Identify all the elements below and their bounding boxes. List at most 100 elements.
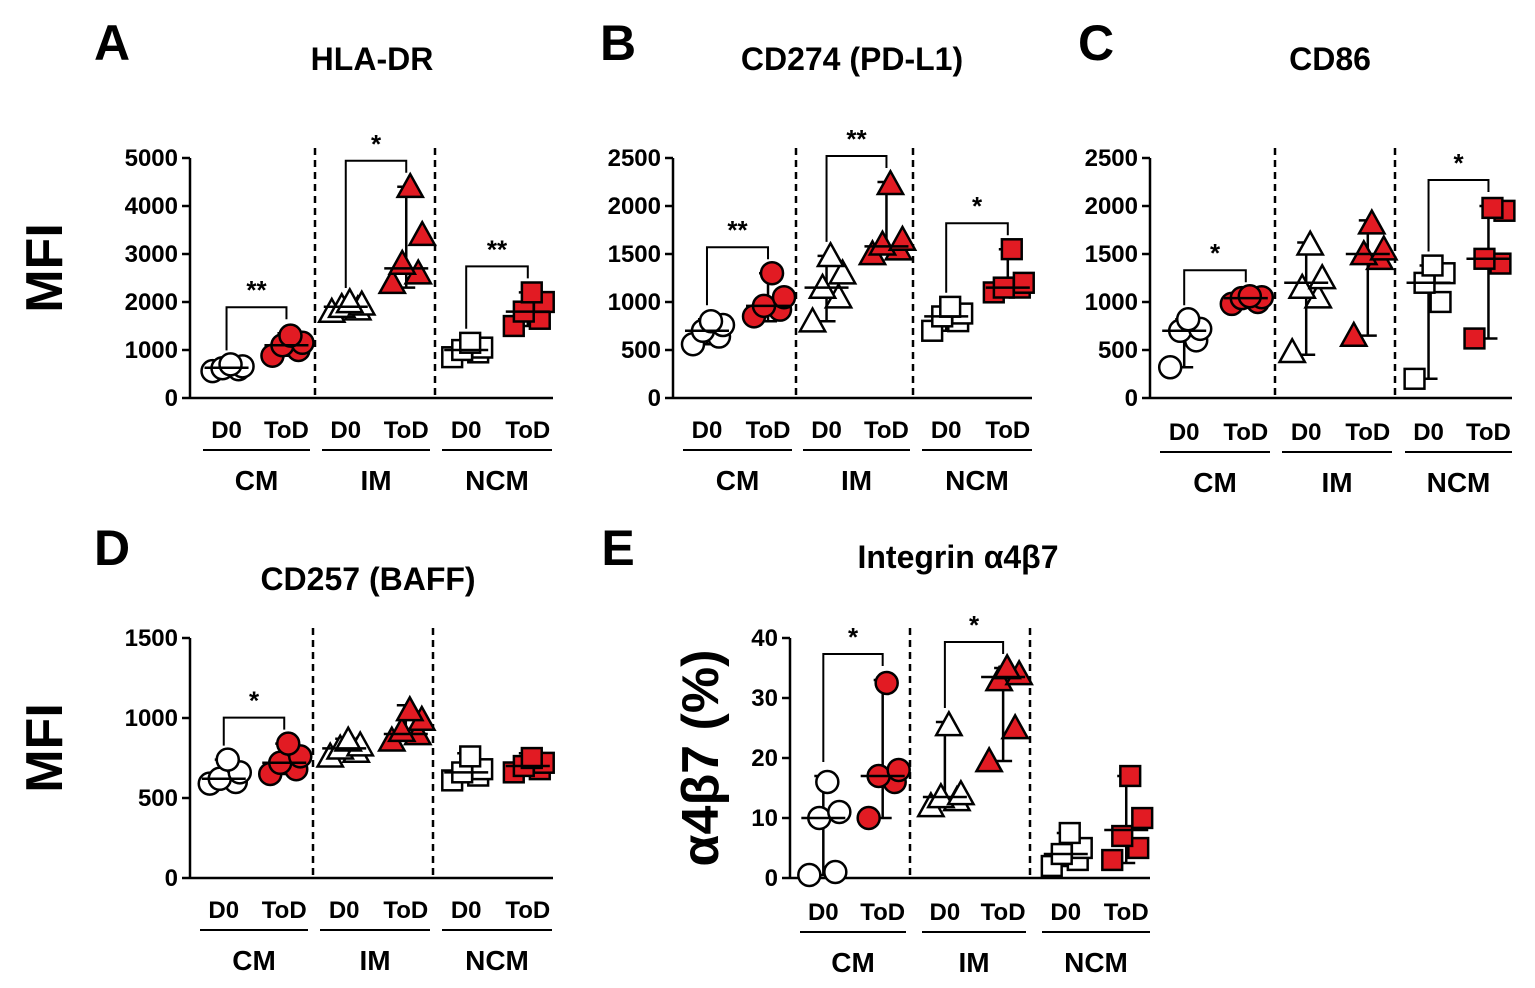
- data-point-cm-tod: [771, 284, 797, 310]
- significance-label: *: [1210, 238, 1221, 268]
- y-tick-label: 1000: [608, 289, 661, 316]
- y-tick-label: 10: [751, 805, 778, 832]
- data-point-im-tod: [377, 267, 408, 295]
- significance-label: **: [487, 234, 508, 264]
- significance-bracket: [1427, 179, 1490, 252]
- group-label: NCM: [465, 945, 529, 976]
- x-category-label: D0: [1413, 419, 1444, 446]
- panel-title: CD86: [1289, 41, 1371, 77]
- data-point-im-tod: [875, 168, 906, 196]
- significance-label: *: [249, 686, 260, 716]
- x-category-label: ToD: [384, 417, 429, 444]
- x-category-label: D0: [808, 899, 839, 926]
- data-point-ncm-tod: [1119, 764, 1142, 788]
- y-tick-label: 0: [765, 865, 778, 892]
- panel-letter: D: [94, 520, 130, 576]
- x-category-label: ToD: [383, 897, 428, 924]
- panel-letter: B: [600, 15, 636, 71]
- significance-label: *: [1453, 148, 1464, 178]
- significance-bracket: [344, 159, 408, 288]
- data-point-im-tod: [974, 745, 1004, 773]
- data-point-im-d0: [1277, 336, 1307, 364]
- significance-bracket: [822, 653, 884, 762]
- data-point-im-d0: [946, 778, 976, 806]
- group-label: CM: [1193, 467, 1237, 498]
- panel-b: B CD274 (PD-L1) 0 500 1000 1500 2000 2500 D0 ToD C…: [600, 15, 1035, 496]
- y-tick-label: 0: [648, 385, 661, 412]
- data-point-im-tod: [1339, 320, 1369, 347]
- data-point-im-d0: [926, 781, 956, 809]
- data-point-ncm-d0: [1421, 254, 1444, 277]
- y-tick-label: 2000: [608, 193, 661, 220]
- panel-letter: A: [94, 15, 130, 71]
- x-category-label: D0: [451, 417, 482, 444]
- y-tick-label: 1500: [608, 241, 661, 268]
- data-point-ncm-tod: [520, 281, 543, 304]
- x-category-label: ToD: [981, 899, 1026, 926]
- data-point-im-tod: [887, 224, 918, 251]
- data-point-ncm-d0: [459, 745, 482, 768]
- x-category-label: ToD: [1466, 419, 1511, 446]
- data-point-im-d0: [797, 305, 828, 333]
- significance-label: **: [727, 215, 748, 245]
- data-point-cm-tod: [275, 731, 301, 756]
- group-label: IM: [359, 945, 390, 976]
- data-point-cm-d0: [1157, 355, 1183, 380]
- significance-label: **: [846, 124, 867, 154]
- data-point-ncm-tod: [1131, 806, 1154, 830]
- significance-bracket: [825, 155, 888, 242]
- data-point-ncm-tod: [1101, 848, 1124, 872]
- group-label: CM: [716, 465, 760, 496]
- y-tick-label: 1000: [125, 337, 178, 364]
- significance-bracket: [465, 265, 529, 329]
- panel-title: HLA-DR: [311, 41, 434, 77]
- x-category-label: ToD: [262, 897, 307, 924]
- y-axis-label: MFI: [16, 223, 74, 313]
- data-point-cm-tod: [886, 757, 911, 783]
- y-tick-label: 0: [165, 385, 178, 412]
- data-point-im-d0: [827, 257, 858, 285]
- significance-bracket: [222, 716, 286, 746]
- group-label: CM: [235, 465, 279, 496]
- y-tick-label: 500: [1098, 337, 1138, 364]
- significance-bracket: [943, 641, 1005, 708]
- panel-title: CD274 (PD-L1): [741, 41, 963, 77]
- x-category-label: D0: [1050, 899, 1081, 926]
- data-point-ncm-d0: [939, 295, 962, 318]
- x-category-label: D0: [330, 417, 361, 444]
- x-category-label: D0: [1291, 419, 1322, 446]
- x-category-label: D0: [208, 897, 239, 924]
- data-point-cm-tod: [874, 670, 899, 696]
- x-category-label: D0: [329, 897, 360, 924]
- group-label: CM: [831, 947, 875, 978]
- data-point-im-tod: [1000, 712, 1030, 740]
- y-tick-label: 1000: [125, 705, 178, 732]
- data-point-ncm-tod: [520, 746, 543, 770]
- data-point-cm-d0: [815, 769, 840, 795]
- data-point-cm-tod: [278, 323, 303, 348]
- y-axis-label: α4β7 (%): [672, 650, 730, 867]
- data-point-cm-d0: [215, 747, 241, 772]
- x-category-label: D0: [451, 897, 482, 924]
- group-label: IM: [1321, 467, 1352, 498]
- data-point-ncm-tod: [1481, 196, 1504, 220]
- y-tick-label: 1500: [125, 625, 178, 652]
- y-tick-label: 3000: [125, 241, 178, 268]
- data-point-cm-d0: [827, 799, 852, 825]
- significance-bracket: [225, 306, 288, 351]
- panel-letter: C: [1078, 15, 1114, 71]
- data-point-im-d0: [934, 709, 964, 737]
- x-category-label: D0: [931, 417, 962, 444]
- x-category-label: D0: [692, 417, 723, 444]
- panel-e: E Integrin α4β7 α4β7 (%) 0 10 20 30 40 D0 ToD CM * D…: [601, 520, 1154, 978]
- data-point-cm-tod: [1237, 283, 1263, 309]
- data-point-cm-tod: [856, 805, 881, 831]
- data-point-im-d0: [333, 725, 363, 752]
- data-point-im-d0: [1307, 262, 1337, 290]
- group-label: IM: [958, 947, 989, 978]
- data-point-ncm-d0: [1429, 290, 1452, 314]
- group-label: CM: [232, 945, 276, 976]
- data-point-im-d0: [1295, 229, 1325, 256]
